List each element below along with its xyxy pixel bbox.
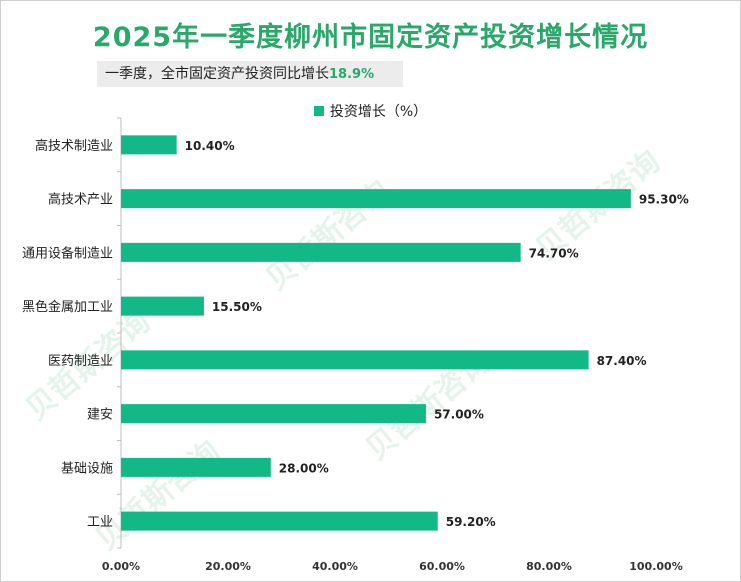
- bar: [121, 189, 631, 209]
- legend-swatch: [313, 106, 324, 116]
- data-label: 57.00%: [434, 408, 484, 422]
- bar: [121, 135, 177, 155]
- bar: [121, 296, 204, 316]
- x-tick-label: 100.00%: [629, 560, 682, 573]
- legend: 投资增长（%）: [1, 101, 740, 121]
- data-label: 10.40%: [185, 139, 235, 153]
- subtitle-text: 一季度，全市固定资产投资同比增长: [105, 66, 329, 82]
- category-label: 工业: [87, 515, 113, 530]
- subtitle-value: 18.9%: [329, 67, 375, 82]
- chart-title: 2025年一季度柳州市固定资产投资增长情况: [92, 22, 649, 53]
- bar: [121, 242, 521, 262]
- data-label: 59.20%: [446, 515, 496, 529]
- data-label: 87.40%: [597, 354, 647, 368]
- data-label: 74.70%: [529, 246, 579, 260]
- data-label: 15.50%: [212, 300, 262, 314]
- category-label: 建安: [87, 408, 113, 423]
- x-tick-label: 0.00%: [102, 560, 140, 573]
- bar: [121, 511, 438, 531]
- category-label: 高技术制造业: [35, 138, 113, 154]
- category-label: 基础设施: [61, 461, 113, 476]
- category-label: 高技术产业: [48, 192, 113, 208]
- data-label: 95.30%: [639, 193, 689, 207]
- x-tick-label: 80.00%: [526, 560, 572, 573]
- category-label: 医药制造业: [48, 354, 113, 369]
- legend-label: 投资增长（%）: [329, 104, 428, 120]
- bar: [121, 457, 271, 477]
- x-tick-label: 20.00%: [205, 560, 251, 573]
- bar: [121, 404, 426, 424]
- x-tick-label: 60.00%: [419, 560, 465, 573]
- data-label: 28.00%: [279, 461, 329, 475]
- subtitle-box: 一季度，全市固定资产投资同比增长18.9%: [97, 61, 403, 87]
- bar: [121, 350, 589, 370]
- category-label: 通用设备制造业: [22, 245, 113, 261]
- x-tick-label: 40.00%: [312, 560, 358, 573]
- category-label: 黑色金属加工业: [22, 299, 113, 315]
